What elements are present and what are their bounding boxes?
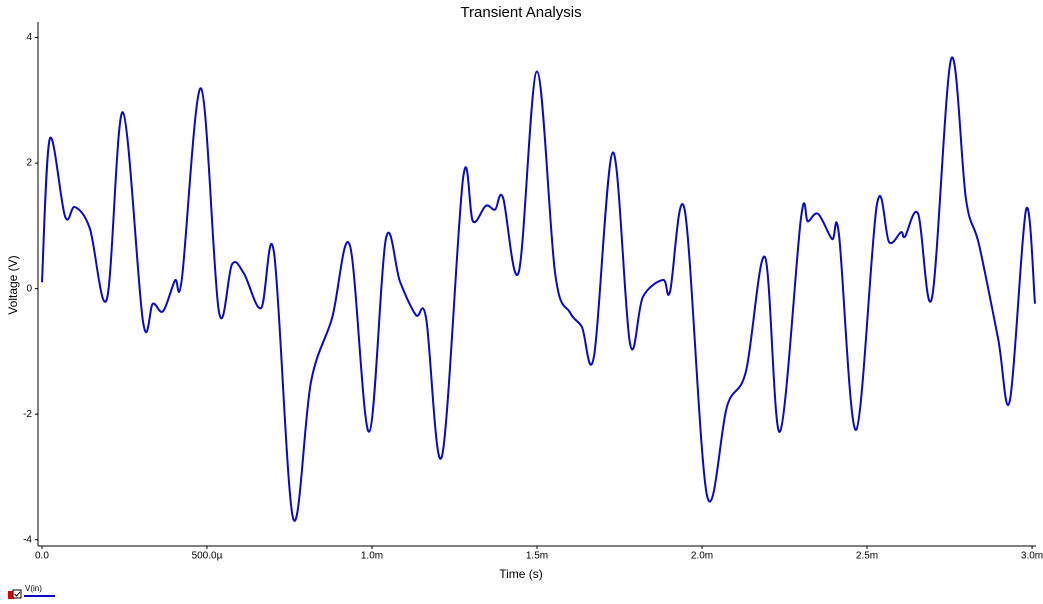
x-tick-label: 2.5m — [856, 551, 878, 562]
x-axis-label: Time (s) — [499, 567, 543, 581]
y-tick-label: -4 — [23, 534, 32, 545]
x-tick-label: 3.0m — [1021, 551, 1043, 562]
legend-label: V(in) — [25, 584, 42, 593]
legend-flag — [8, 591, 14, 599]
series-line — [40, 56, 1036, 522]
x-tick-label: 1.5m — [526, 551, 548, 562]
y-tick-label: 4 — [26, 32, 32, 43]
y-tick-label: 2 — [26, 158, 32, 169]
legend-check — [14, 591, 21, 597]
y-tick-label: 0 — [26, 283, 32, 294]
chart-title: Transient Analysis — [460, 4, 581, 21]
x-tick-label: 1.0m — [361, 551, 383, 562]
y-tick-label: -2 — [23, 409, 32, 420]
x-tick-label: 500.0µ — [192, 551, 223, 562]
x-tick-label: 0.0 — [35, 551, 49, 562]
legend-checkbox[interactable] — [12, 589, 22, 599]
y-axis-label: Voltage (V) — [6, 255, 20, 314]
x-tick-label: 2.0m — [691, 551, 713, 562]
